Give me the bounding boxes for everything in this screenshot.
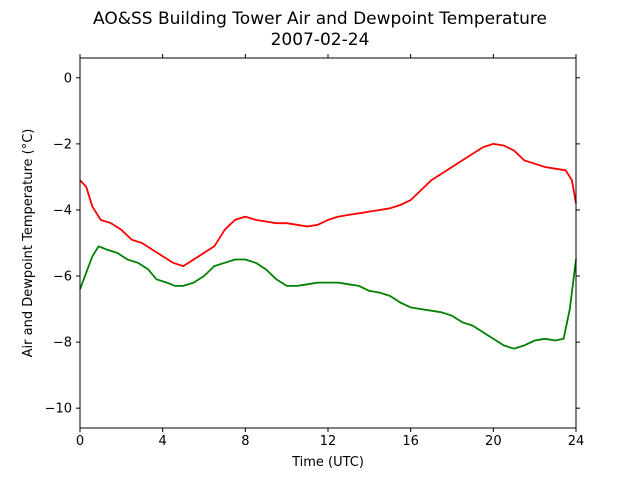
- x-tick-label: 4: [159, 434, 167, 449]
- x-tick-label: 24: [568, 434, 585, 449]
- y-tick-label: 0: [64, 71, 72, 86]
- chart-title: AO&SS Building Tower Air and Dewpoint Te…: [93, 9, 547, 29]
- y-tick-label: −10: [45, 402, 72, 417]
- series-line-1: [79, 142, 577, 268]
- y-tick-label: −2: [53, 137, 72, 152]
- x-axis-label: Time (UTC): [291, 455, 364, 470]
- y-axis-ticks: 0 −2 −4 −6 −8 −10: [45, 71, 580, 417]
- plot-frame: [79, 57, 577, 429]
- plot-lines: [79, 142, 577, 350]
- x-tick-label: 20: [485, 434, 502, 449]
- chart-subtitle: 2007-02-24: [271, 30, 370, 50]
- x-axis-ticks: 0 4 8 12 16 20 24: [76, 54, 584, 449]
- x-tick-label: 0: [76, 434, 84, 449]
- x-tick-label: 8: [241, 434, 249, 449]
- y-tick-label: −4: [53, 203, 72, 218]
- y-axis-label: Air and Dewpoint Temperature (°C): [21, 129, 36, 358]
- x-tick-label: 12: [320, 434, 337, 449]
- series-line-2: [79, 245, 577, 350]
- x-tick-label: 16: [402, 434, 419, 449]
- y-tick-label: −6: [53, 270, 72, 285]
- y-tick-label: −8: [53, 336, 72, 351]
